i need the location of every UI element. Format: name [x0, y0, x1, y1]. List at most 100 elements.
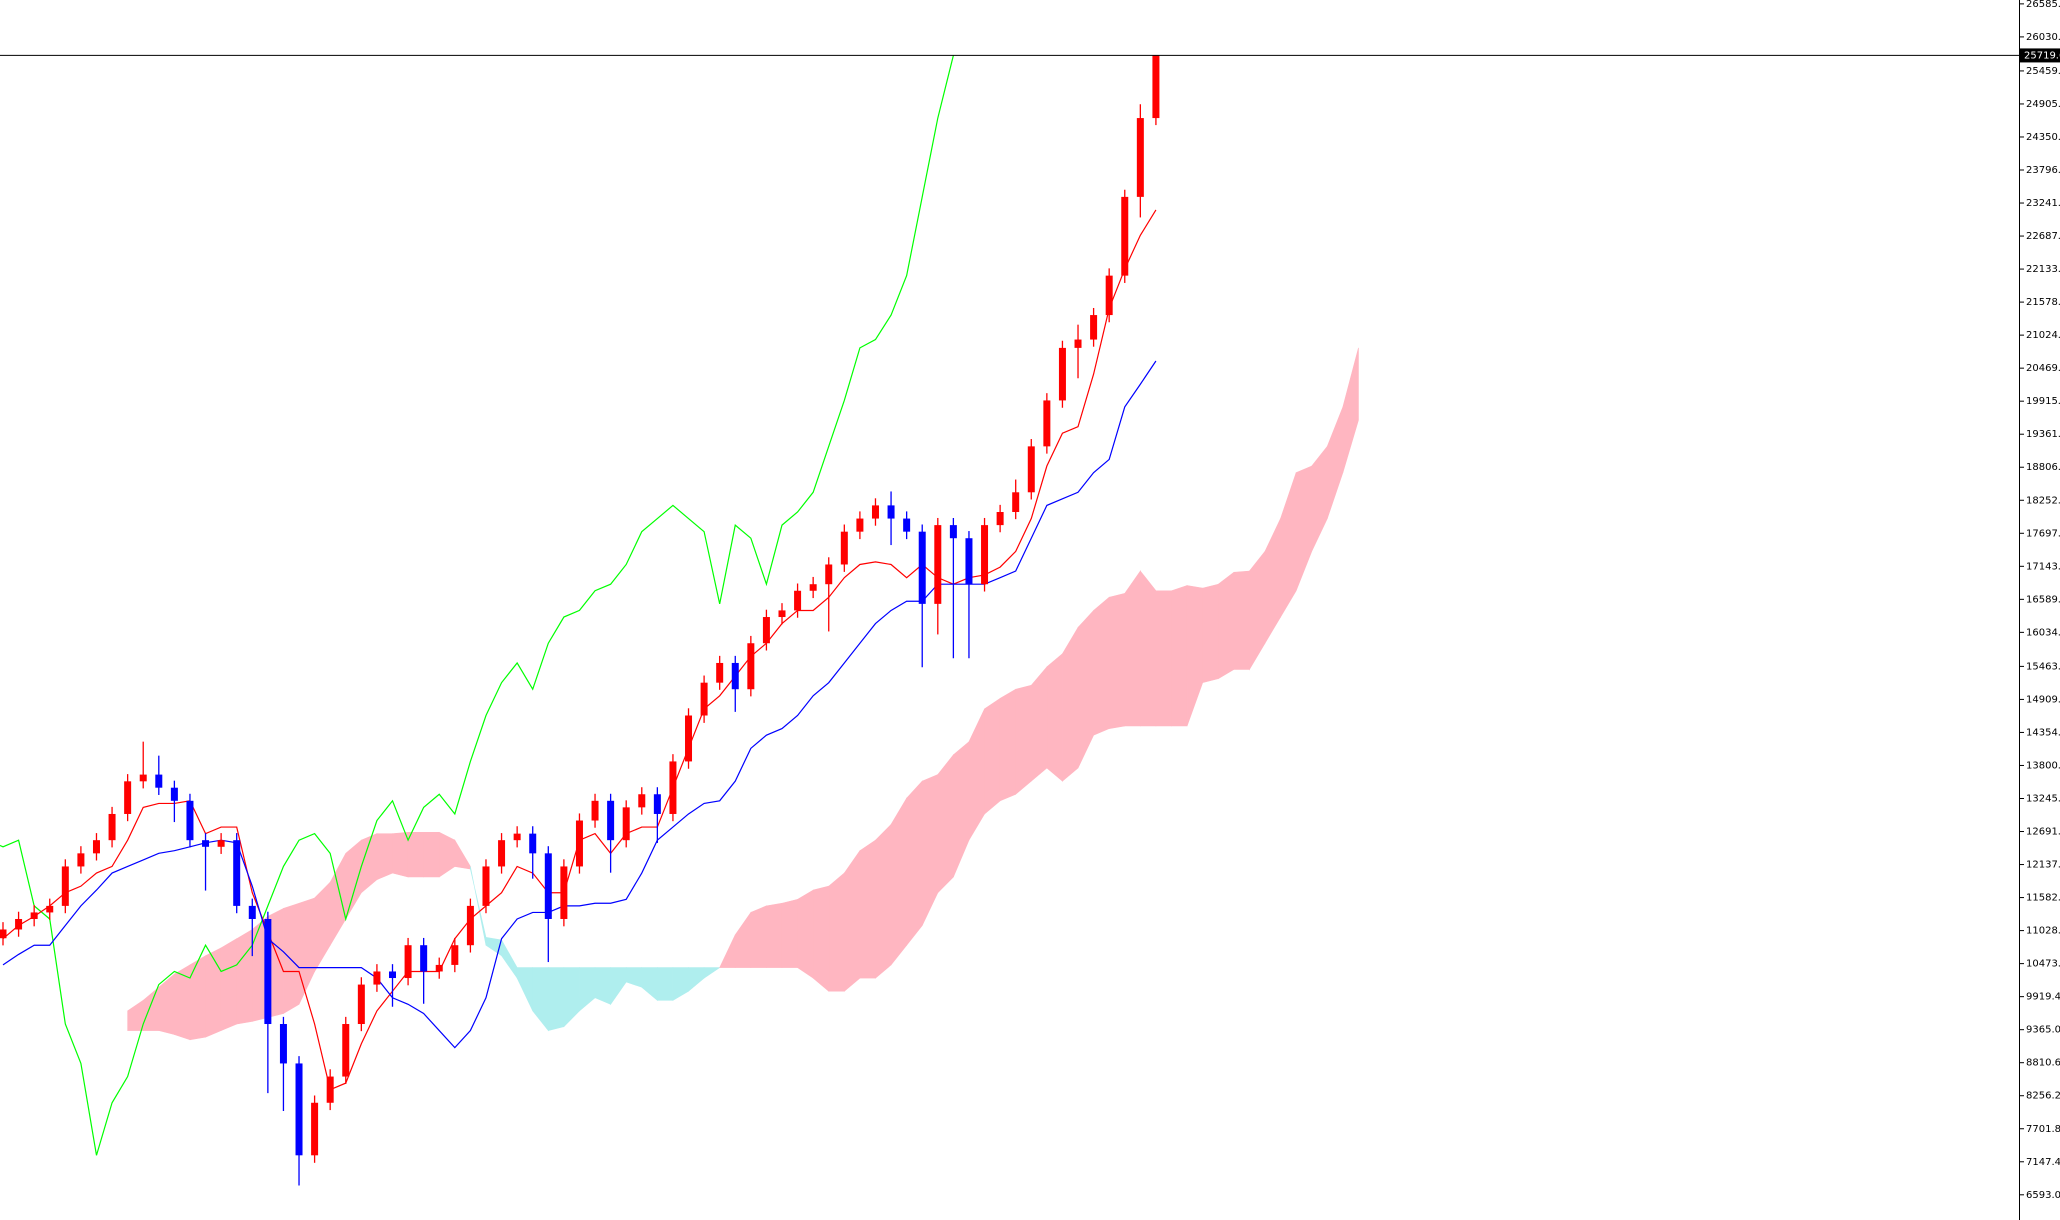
- cloud-segment: [563, 967, 580, 1028]
- candle-body: [903, 518, 911, 532]
- y-tick-label: 13245.8: [2026, 793, 2060, 804]
- candle-body: [949, 525, 957, 539]
- y-tick-label: 16034.6: [2026, 627, 2060, 638]
- candle-body: [1105, 275, 1113, 316]
- lagging-line: [0, 55, 954, 1156]
- last-price-badge: [2020, 48, 2060, 63]
- cloud-segment: [1030, 666, 1048, 782]
- cloud-segment: [516, 967, 534, 1012]
- cloud-segment: [392, 831, 409, 878]
- cloud-segment: [672, 967, 689, 1001]
- candle-body: [186, 800, 194, 841]
- cloud-segment: [1155, 590, 1172, 727]
- cloud-segment: [594, 967, 611, 1005]
- cloud-segment: [890, 797, 907, 966]
- cloud-segment: [750, 905, 767, 968]
- cloud-segment: [1280, 472, 1297, 619]
- cloud-segment: [1264, 518, 1281, 645]
- candle-body: [451, 945, 459, 965]
- last-price-label: 25719.6: [2024, 50, 2060, 61]
- candle-body: [747, 643, 755, 690]
- cloud-segment: [127, 999, 144, 1031]
- y-tick-label: 6593.00: [2026, 1190, 2060, 1201]
- cloud-segment: [1124, 570, 1141, 727]
- candle-body: [0, 929, 7, 939]
- cloud-segment: [875, 823, 892, 979]
- y-tick-label: 7147.40: [2026, 1157, 2060, 1168]
- cloud-segment: [142, 986, 160, 1031]
- y-tick-label: 21578.6: [2026, 297, 2060, 308]
- y-tick-label: 9919.40: [2026, 992, 2060, 1003]
- cloud-segment: [501, 938, 518, 980]
- cloud-segment: [1186, 585, 1203, 727]
- y-tick-label: 18806.6: [2026, 462, 2060, 473]
- cloud-segment: [1202, 583, 1219, 684]
- candle-body: [856, 518, 864, 532]
- cloud-segment: [968, 708, 985, 842]
- cloud-segment: [1233, 570, 1250, 670]
- candle-body: [1121, 196, 1129, 276]
- candle-body: [342, 1024, 350, 1077]
- candle-body: [996, 512, 1004, 526]
- candle-body: [513, 833, 521, 841]
- candle-body: [934, 525, 942, 604]
- candle-body: [965, 538, 973, 585]
- y-tick-label: 17143.4: [2026, 561, 2060, 572]
- y-tick-label: 15463.4: [2026, 661, 2060, 672]
- y-tick-label: 11582.6: [2026, 893, 2060, 904]
- y-tick-label: 16589.0: [2026, 594, 2060, 605]
- candle-body: [248, 905, 256, 919]
- cloud-segment: [610, 967, 627, 1006]
- y-tick-label: 22687.4: [2026, 231, 2060, 242]
- cloud-segment: [999, 688, 1017, 802]
- cloud-segment: [906, 780, 923, 947]
- y-tick-label: 9365.00: [2026, 1025, 2060, 1036]
- cloud-segment: [1077, 609, 1094, 769]
- candle-body: [1136, 118, 1144, 197]
- candle-body: [482, 866, 490, 906]
- indicator-line: [2, 360, 1157, 1049]
- candle-body: [840, 531, 848, 565]
- cloud-segment: [174, 964, 191, 1041]
- cloud-segment: [423, 832, 440, 878]
- cloud-segment: [1108, 592, 1126, 729]
- candle-body: [809, 584, 817, 591]
- cloud-segment: [1342, 347, 1359, 473]
- cloud-segment: [797, 889, 814, 979]
- cloud-segment: [189, 955, 206, 1041]
- cloud-segment: [1046, 653, 1063, 782]
- cloud-segment: [1311, 445, 1328, 552]
- candle-body: [622, 807, 630, 841]
- candle-body: [1074, 339, 1082, 348]
- candle-body: [669, 761, 677, 814]
- candle-body: [420, 945, 428, 972]
- plot-area: [0, 54, 2019, 1186]
- indicator-line: [2, 209, 1157, 1091]
- y-tick-label: 10473.8: [2026, 959, 2060, 970]
- candle-body: [15, 918, 23, 930]
- candle-body: [498, 840, 506, 867]
- y-tick-label: 21024.2: [2026, 330, 2060, 341]
- cloud-segment: [1140, 570, 1157, 727]
- candle-body: [762, 617, 770, 644]
- candle-body: [575, 820, 583, 867]
- y-tick-label: 24905.0: [2026, 99, 2060, 110]
- y-tick-label: 22133.0: [2026, 264, 2060, 275]
- candle-body: [1027, 446, 1035, 493]
- cloud-segment: [1171, 585, 1188, 727]
- cloud-segment: [236, 928, 253, 1025]
- cloud-segment: [844, 849, 861, 992]
- cloud-segment: [1093, 596, 1110, 736]
- candle-body: [373, 971, 381, 985]
- cloud-segment: [376, 833, 393, 881]
- candle-body: [887, 505, 895, 519]
- candle-body: [653, 794, 661, 814]
- cloud-segment: [220, 938, 237, 1032]
- candle-body: [607, 800, 615, 841]
- candle-body: [139, 774, 147, 782]
- candle-body: [435, 964, 443, 972]
- y-tick-label: 14909.0: [2026, 694, 2060, 705]
- cloud-segment: [438, 831, 456, 878]
- cloud-segment: [703, 967, 721, 979]
- candle-body: [46, 905, 54, 913]
